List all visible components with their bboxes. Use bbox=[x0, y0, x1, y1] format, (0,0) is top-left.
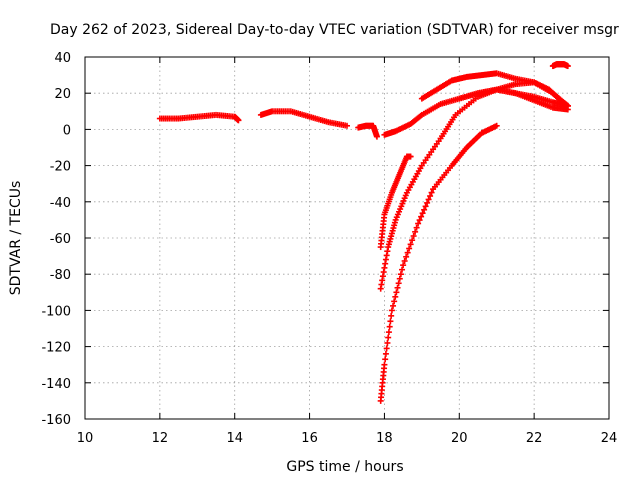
series-high-cluster bbox=[549, 61, 571, 70]
y-tick-label: -160 bbox=[41, 413, 71, 428]
series-rising-arc-1 bbox=[377, 153, 414, 251]
data-point bbox=[421, 206, 428, 213]
data-point bbox=[400, 262, 407, 269]
y-tick-label: -100 bbox=[41, 304, 71, 319]
y-tick-label: -20 bbox=[50, 160, 71, 175]
data-point bbox=[388, 307, 395, 314]
x-axis-label: GPS time / hours bbox=[286, 459, 403, 475]
data-point bbox=[409, 237, 416, 244]
data-point bbox=[410, 233, 417, 240]
data-point bbox=[428, 189, 435, 196]
axis-ticks bbox=[84, 56, 610, 420]
x-tick-label: 18 bbox=[376, 431, 393, 446]
data-point bbox=[425, 196, 432, 203]
data-point bbox=[384, 339, 391, 346]
data-point bbox=[373, 133, 380, 140]
y-tick-label: -60 bbox=[50, 232, 71, 247]
data-point bbox=[382, 350, 389, 357]
y-tick-label: 0 bbox=[63, 123, 71, 138]
series-late-arc-5 bbox=[418, 70, 571, 109]
x-tick-label: 22 bbox=[526, 431, 543, 446]
x-tick-label: 20 bbox=[451, 431, 468, 446]
y-tick-label: -80 bbox=[50, 268, 71, 283]
data-point bbox=[392, 293, 399, 300]
data-point bbox=[344, 122, 350, 129]
x-tick-labels: 10 12 14 16 18 20 22 24 bbox=[77, 431, 618, 446]
x-tick-label: 10 bbox=[77, 431, 94, 446]
data-point bbox=[390, 302, 397, 309]
data-point bbox=[387, 318, 394, 325]
x-tick-label: 24 bbox=[601, 431, 618, 446]
chart-title: Day 262 of 2023, Sidereal Day-to-day VTE… bbox=[50, 22, 619, 38]
data-point bbox=[404, 249, 411, 256]
y-tick-label: -40 bbox=[50, 196, 71, 211]
series-flat-segment-A bbox=[156, 111, 242, 124]
series-flat-segment-C bbox=[355, 122, 380, 140]
y-axis-label: SDTVAR / TECUs bbox=[8, 181, 24, 296]
data-point bbox=[235, 117, 242, 124]
data-point bbox=[419, 210, 426, 217]
y-tick-label: -140 bbox=[41, 377, 71, 392]
x-tick-label: 16 bbox=[301, 431, 318, 446]
series-flat-segment-B bbox=[257, 108, 350, 129]
data-point bbox=[416, 217, 423, 224]
data-point bbox=[406, 245, 413, 252]
data-point bbox=[424, 199, 431, 206]
data-point bbox=[395, 280, 402, 287]
data-point bbox=[388, 312, 395, 319]
data-point bbox=[564, 106, 571, 113]
data-point bbox=[397, 271, 404, 278]
data-point bbox=[564, 63, 571, 70]
data-point bbox=[386, 323, 393, 330]
data-point bbox=[385, 329, 392, 336]
data-point bbox=[415, 220, 422, 227]
data-point bbox=[418, 213, 425, 220]
data-point bbox=[493, 122, 500, 129]
x-tick-label: 14 bbox=[226, 431, 243, 446]
data-point bbox=[401, 257, 408, 264]
y-tick-label: 40 bbox=[54, 51, 71, 66]
y-tick-label: 20 bbox=[54, 87, 71, 102]
data-marks bbox=[156, 61, 571, 404]
data-point bbox=[382, 356, 389, 363]
data-point bbox=[394, 284, 401, 291]
data-point bbox=[383, 345, 390, 352]
data-point bbox=[412, 228, 419, 235]
data-point bbox=[407, 153, 414, 160]
data-point bbox=[403, 253, 410, 260]
data-point bbox=[413, 224, 420, 231]
data-point bbox=[385, 334, 392, 341]
x-tick-label: 12 bbox=[152, 431, 169, 446]
series-late-arc-6 bbox=[456, 86, 571, 113]
y-tick-label: -120 bbox=[41, 341, 71, 356]
data-point bbox=[381, 361, 388, 368]
data-point bbox=[427, 193, 434, 200]
data-point bbox=[399, 266, 406, 273]
data-point bbox=[393, 289, 400, 296]
data-point bbox=[407, 241, 414, 248]
y-tick-labels: 40 20 0 -20 -40 -60 -80 -100 -120 -140 -160 bbox=[41, 51, 71, 428]
series-rising-arc-3 bbox=[377, 122, 500, 404]
data-point bbox=[391, 298, 398, 305]
data-point bbox=[396, 275, 403, 282]
data-point bbox=[422, 203, 429, 210]
